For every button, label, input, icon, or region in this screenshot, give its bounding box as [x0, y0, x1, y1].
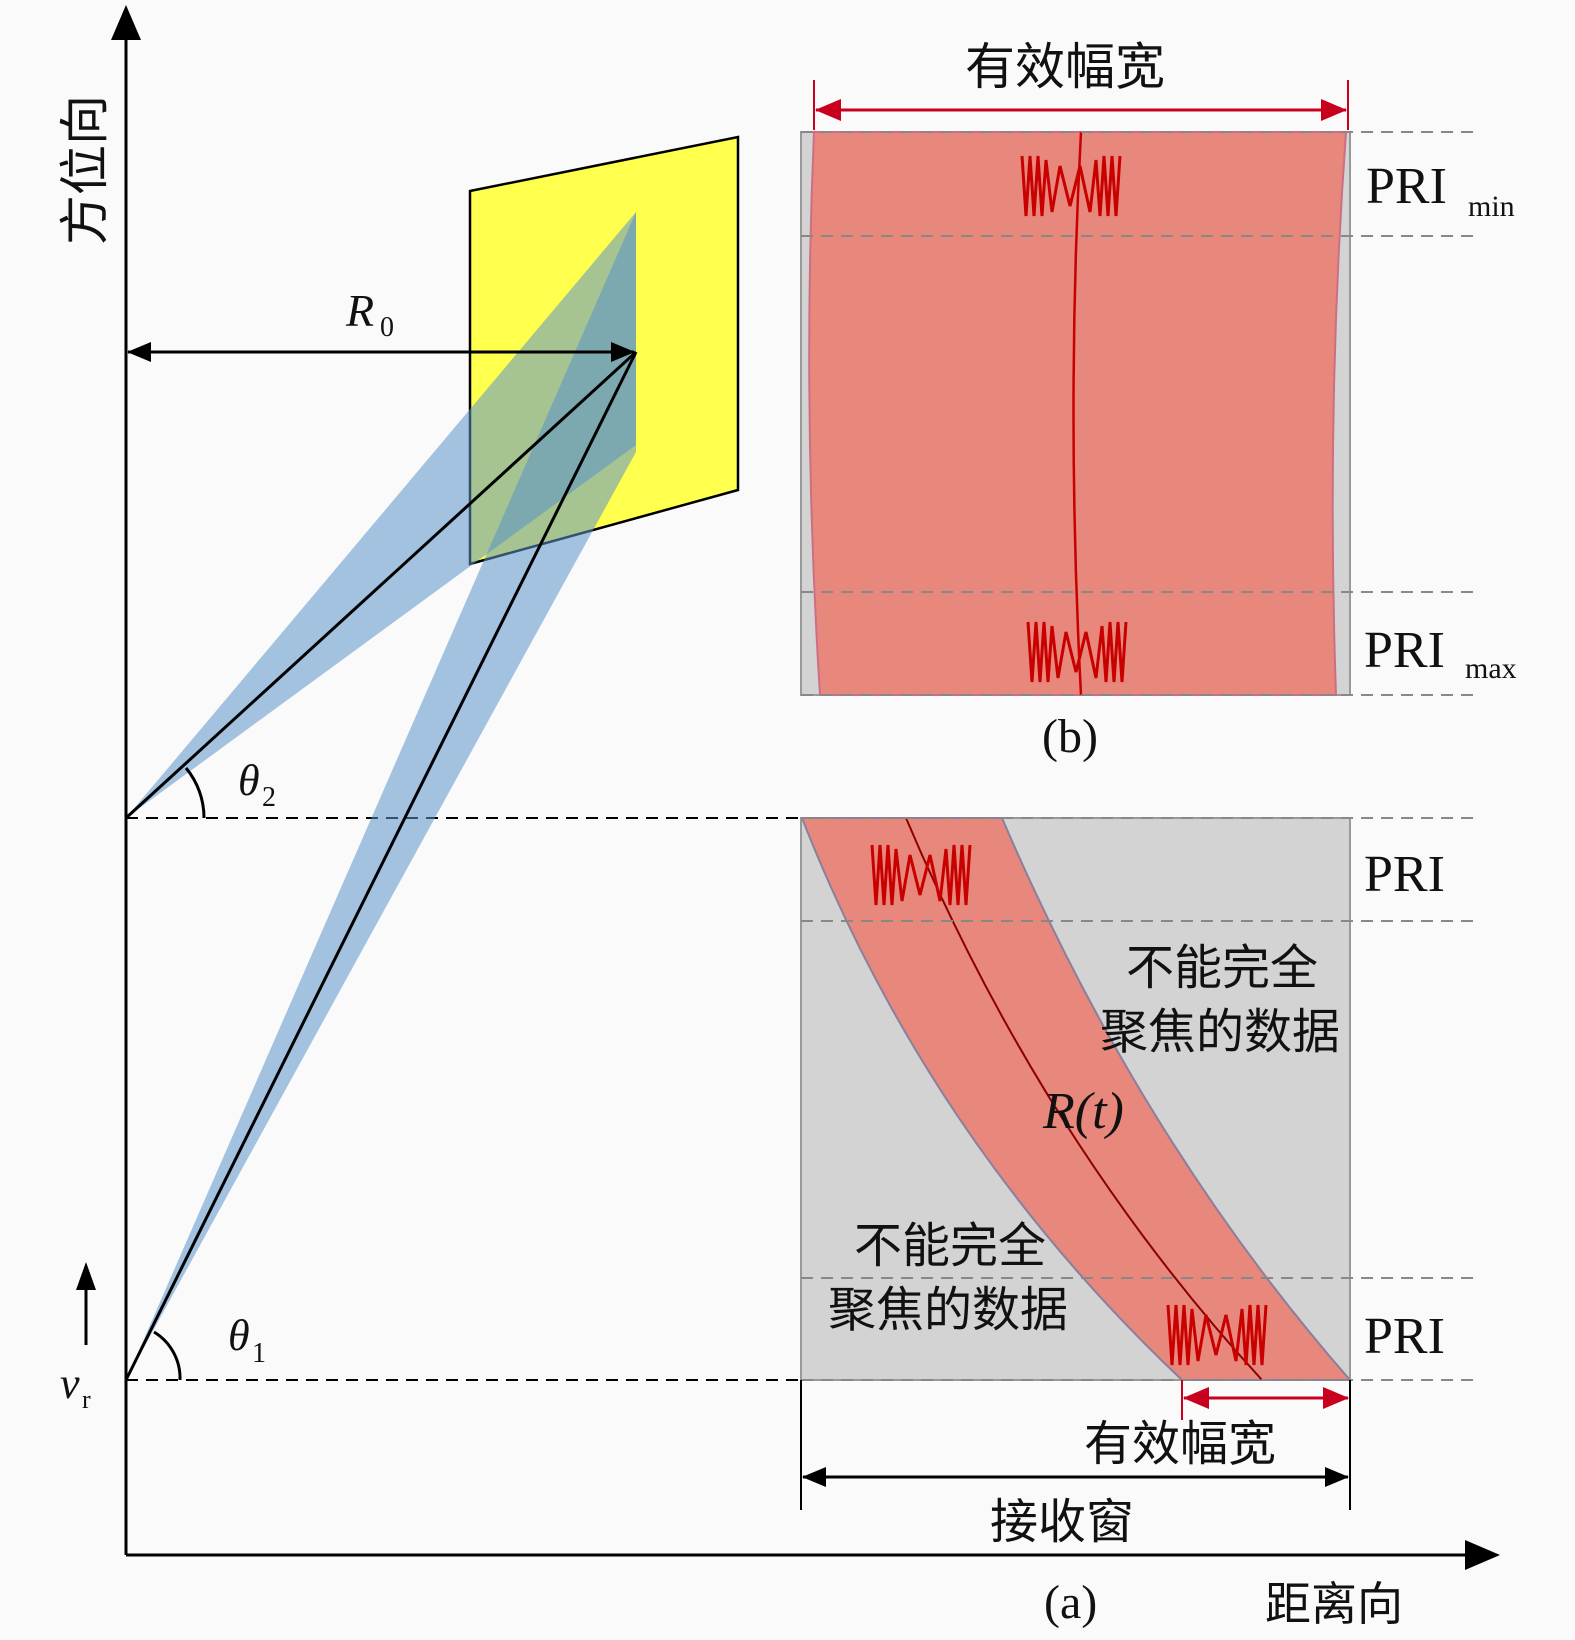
azimuth-axis-arrowhead	[111, 5, 141, 40]
line-of-sight-1	[124, 351, 638, 1381]
r0-subscript: 0	[380, 312, 394, 343]
receive-window-label: 接收窗	[990, 1494, 1134, 1550]
panel-a-pri-top-label: PRI	[1364, 846, 1445, 903]
theta1-label: θ	[228, 1311, 250, 1360]
panel-b-pulse-bottom	[1026, 621, 1128, 683]
panel-b-pri-min-subscript: min	[1468, 190, 1515, 223]
range-axis-arrowhead	[1465, 1540, 1500, 1570]
panel-a: R(t) 不能完全 聚焦的数据 不能完全 聚焦的数据 PRI PRI 有效幅宽 …	[800, 817, 1475, 1629]
unfocused-right-line1: 不能完全	[1126, 940, 1318, 996]
panel-b-pri-min-label: PRI	[1366, 158, 1447, 215]
range-axis-label: 距离向	[1265, 1577, 1403, 1631]
panel-b-range-history	[1072, 131, 1083, 696]
axes	[111, 5, 1500, 1570]
panel-b-pulse-top	[1020, 155, 1122, 217]
beam-position-2	[126, 212, 636, 818]
panel-a-pulse-top	[870, 844, 972, 906]
theta1-subscript: 1	[252, 1338, 266, 1369]
panel-b: 有效幅宽 PRI min PRI max (b)	[800, 38, 1517, 763]
beam-position-1	[126, 212, 636, 1380]
azimuth-axis-label: 方位向	[56, 95, 114, 245]
panel-b-caption: (b)	[1042, 710, 1098, 763]
unfocused-left-line1: 不能完全	[854, 1218, 1046, 1274]
theta2-label: θ	[238, 756, 260, 805]
range-history-label: R(t)	[1042, 1083, 1124, 1140]
panel-b-pri-max-subscript: max	[1465, 652, 1517, 685]
unfocused-left-line2: 聚焦的数据	[828, 1282, 1068, 1338]
panel-b-signal-band	[808, 131, 1348, 696]
r0-label: R	[345, 285, 374, 336]
panel-a-range-history	[905, 817, 1263, 1381]
theta2-arc	[184, 767, 206, 819]
velocity-arrowhead	[76, 1262, 96, 1290]
panel-a-pri-bottom-label: PRI	[1364, 1308, 1445, 1365]
panel-a-pulse-bottom	[1166, 1304, 1268, 1366]
theta1-arc	[153, 1330, 182, 1381]
line-of-sight-2	[124, 350, 638, 820]
velocity-subscript: r	[82, 1385, 91, 1414]
panel-a-swath-label: 有效幅宽	[1084, 1416, 1276, 1472]
panel-a-caption: (a)	[1044, 1576, 1097, 1629]
panel-b-pri-max-label: PRI	[1364, 622, 1445, 679]
panel-b-swath-label: 有效幅宽	[965, 38, 1165, 96]
velocity-label: v	[60, 1359, 80, 1408]
unfocused-right-line2: 聚焦的数据	[1100, 1004, 1340, 1060]
theta2-subscript: 2	[262, 782, 276, 813]
